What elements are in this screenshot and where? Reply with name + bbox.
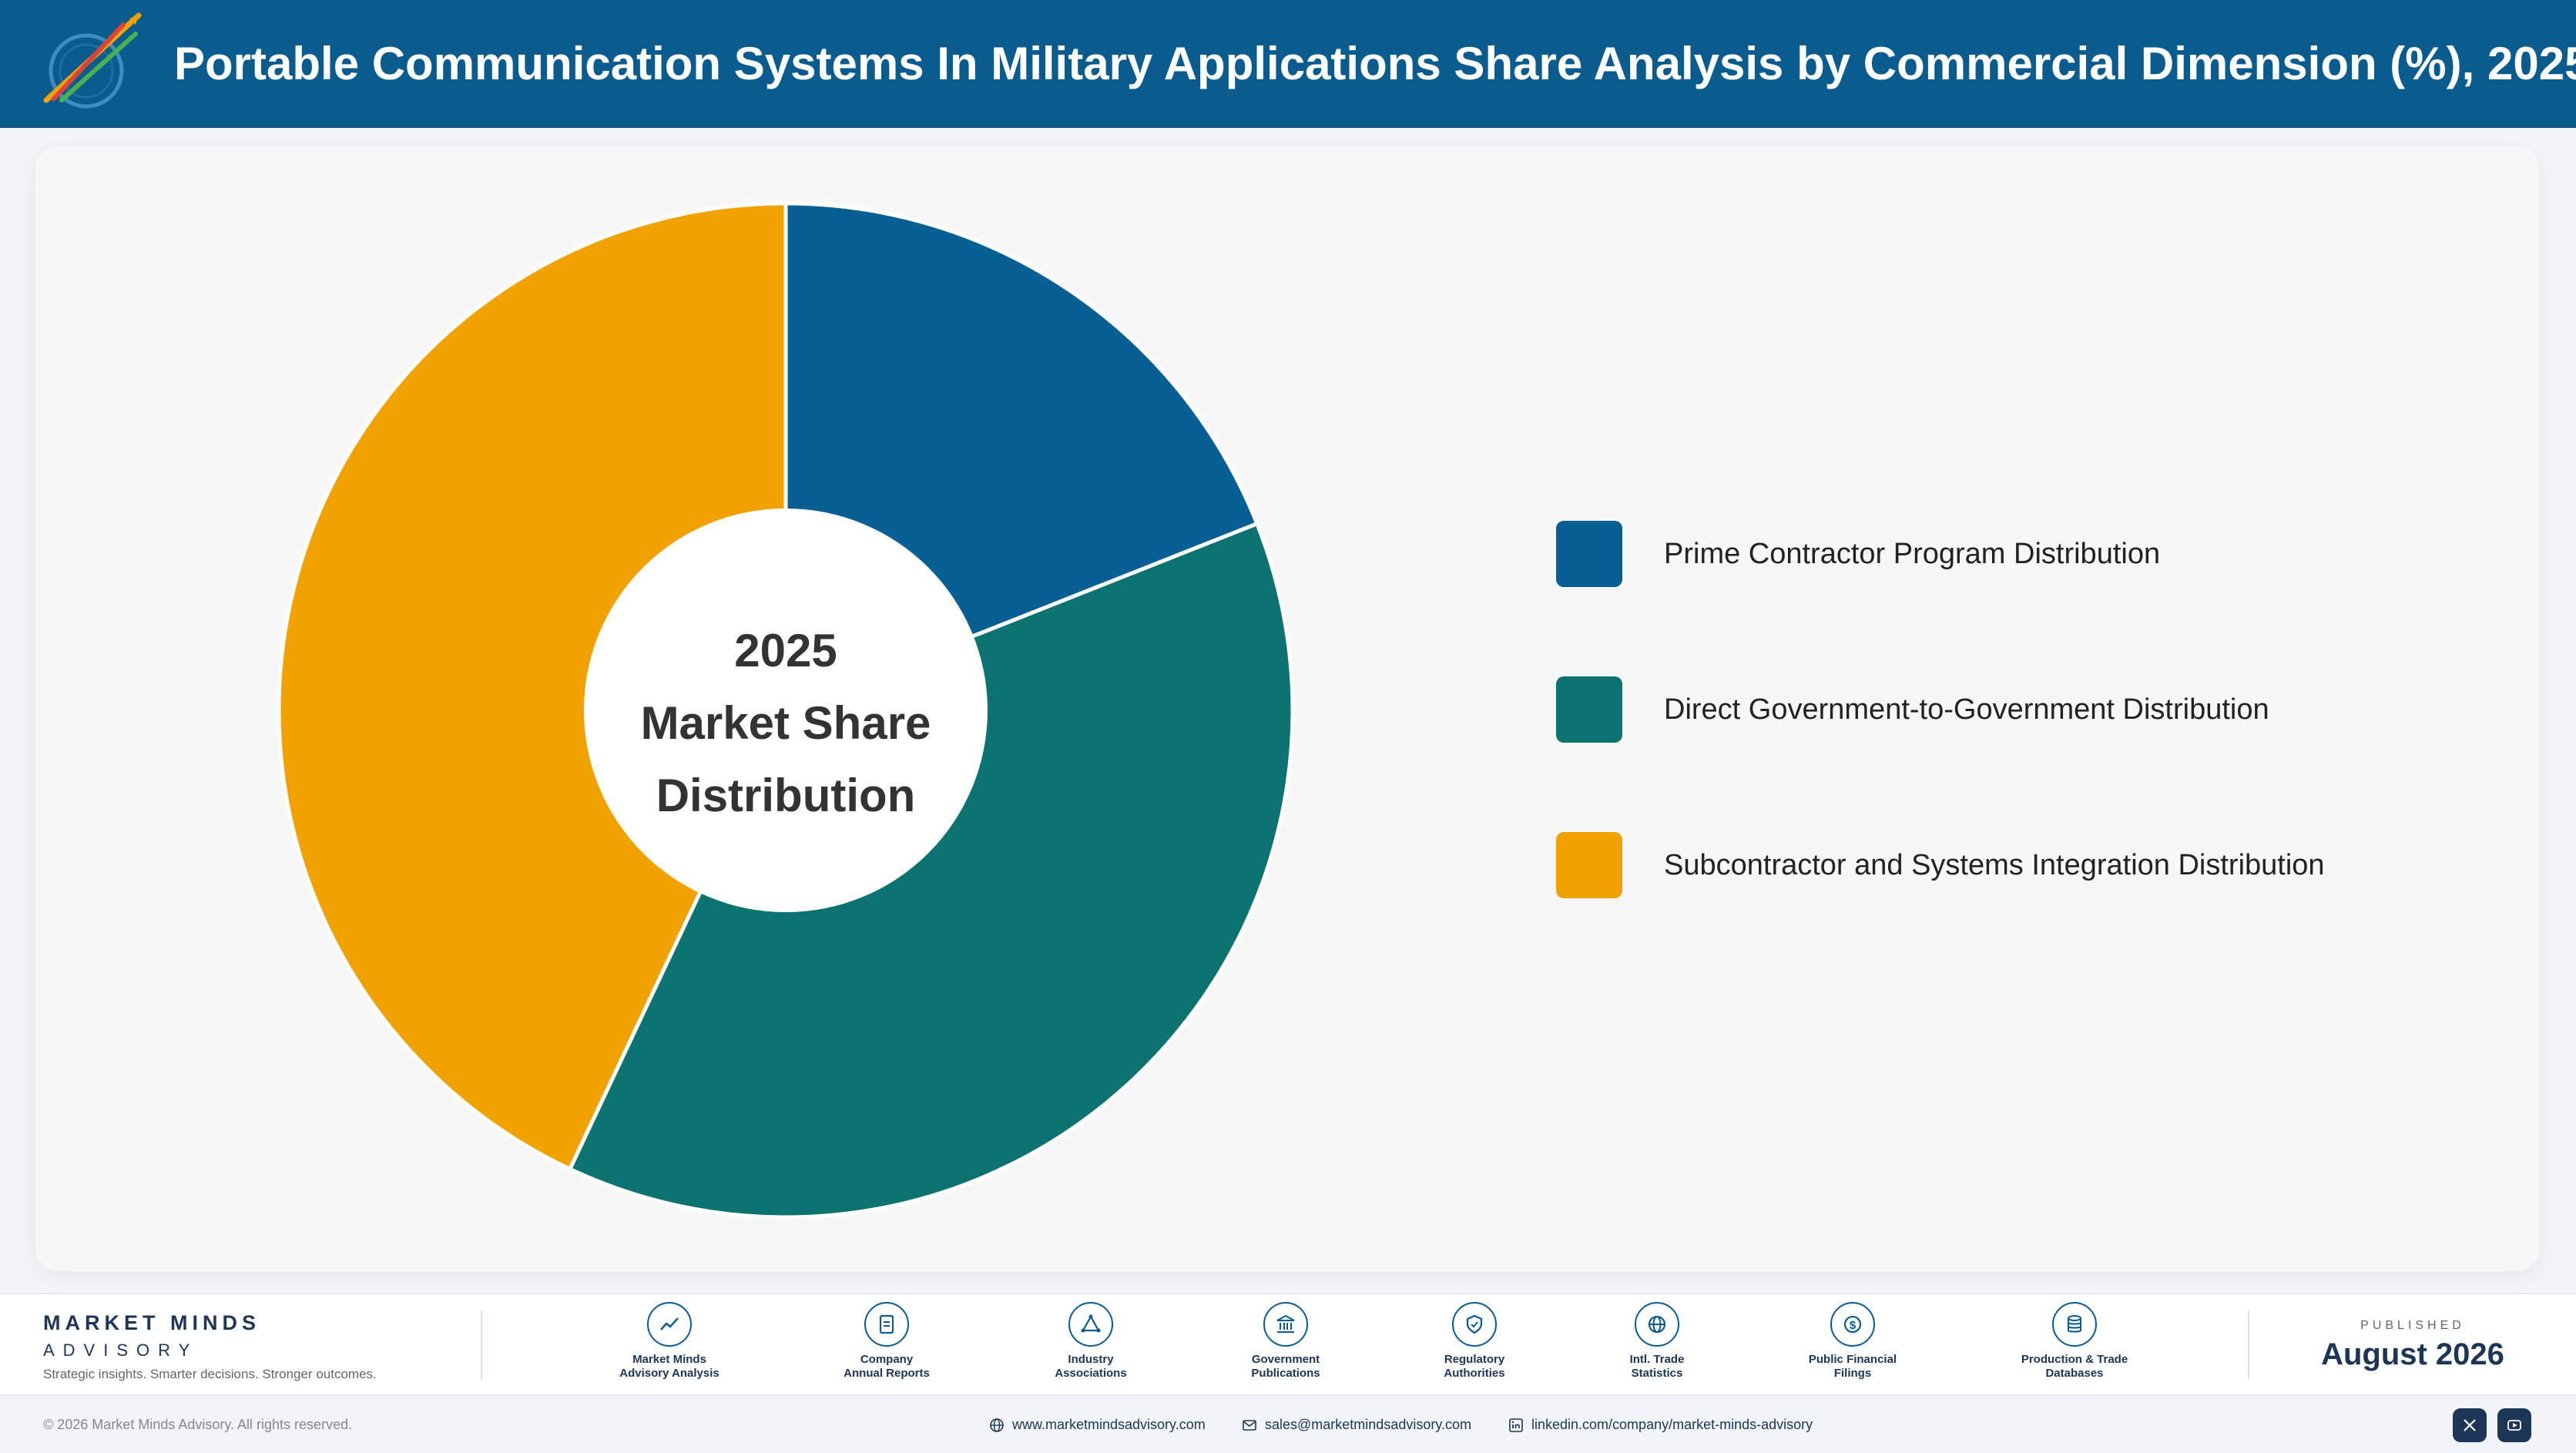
pie-slice-3 — [277, 201, 788, 1172]
building-icon — [1276, 1314, 1295, 1333]
source-annual-reports[interactable]: Company Annual Reports — [802, 1302, 971, 1381]
email-link[interactable]: sales@marketmindsadvisory.com — [1242, 1396, 1471, 1453]
email-text: sales@marketmindsadvisory.com — [1265, 1417, 1472, 1432]
document-icon — [879, 1314, 894, 1334]
center-label-line3: Distribution — [656, 770, 916, 821]
source-label: Market Minds — [632, 1353, 706, 1366]
source-label: Public Financial — [1808, 1353, 1897, 1366]
youtube-icon — [2507, 1420, 2521, 1431]
source-trade-databases[interactable]: Production & Trade Databases — [1990, 1302, 2159, 1381]
youtube-social-button[interactable] — [2497, 1408, 2531, 1442]
header-bar: Portable Communication Systems In Milita… — [0, 0, 2576, 128]
legend-label: Subcontractor and Systems Integration Di… — [1664, 849, 2325, 881]
donut-chart: 2025 Market Share Distribution — [277, 201, 1295, 1220]
footer-bottom-bar: © 2026 Market Minds Advisory. All rights… — [0, 1394, 2576, 1453]
donut-hole — [584, 508, 988, 912]
published-label: PUBLISHED — [2360, 1319, 2465, 1332]
shield-icon — [1466, 1314, 1483, 1334]
source-advisory-analysis[interactable]: Market Minds Advisory Analysis — [585, 1302, 754, 1381]
divider — [481, 1310, 482, 1379]
pie-slice-2 — [567, 521, 1295, 1220]
source-label: Filings — [1833, 1367, 1872, 1380]
source-regulatory-authorities[interactable]: Regulatory Authorities — [1390, 1302, 1559, 1381]
trend-icon — [660, 1317, 679, 1331]
linkedin-icon — [1509, 1418, 1523, 1433]
page-title: Portable Communication Systems In Milita… — [174, 38, 2576, 89]
source-label: Intl. Trade — [1629, 1353, 1685, 1366]
website-text: www.marketmindsadvisory.com — [1012, 1417, 1206, 1432]
source-label: Statistics — [1631, 1367, 1683, 1380]
copyright-text: © 2026 Market Minds Advisory. All rights… — [43, 1417, 353, 1432]
source-label: Company — [860, 1353, 914, 1366]
source-label: Publications — [1251, 1367, 1320, 1380]
source-label: Annual Reports — [844, 1367, 930, 1380]
x-social-button[interactable] — [2453, 1408, 2487, 1442]
globe-icon — [1648, 1315, 1666, 1334]
legend-swatch — [1556, 676, 1622, 743]
mail-icon — [1243, 1420, 1256, 1431]
company-logo — [43, 12, 142, 109]
legend-swatch — [1556, 521, 1622, 587]
source-label: Regulatory — [1444, 1353, 1505, 1366]
database-icon — [2068, 1315, 2081, 1333]
source-trade-statistics[interactable]: Intl. Trade Statistics — [1572, 1302, 1742, 1381]
linkedin-link[interactable]: linkedin.com/company/market-minds-adviso… — [1508, 1396, 1813, 1453]
svg-text:$: $ — [1850, 1319, 1857, 1332]
chart-legend: Prime Contractor Program Distribution Di… — [1556, 521, 2480, 988]
center-label-line2: Market Share — [641, 697, 931, 749]
legend-label: Prime Contractor Program Distribution — [1664, 538, 2161, 570]
source-label: Government — [1251, 1353, 1320, 1366]
footer-brand-sub: ADVISORY — [43, 1341, 199, 1360]
source-industry-associations[interactable]: Industry Associations — [1006, 1302, 1176, 1381]
published-date: August 2026 — [2321, 1337, 2504, 1371]
source-label: Associations — [1055, 1367, 1127, 1380]
center-label-year: 2025 — [734, 625, 837, 676]
network-icon — [1081, 1314, 1101, 1333]
footer: MARKET MINDS ADVISORY Strategic insights… — [0, 1293, 2576, 1453]
linkedin-text: linkedin.com/company/market-minds-adviso… — [1531, 1417, 1813, 1432]
website-link[interactable]: www.marketmindsadvisory.com — [989, 1396, 1206, 1453]
divider — [2248, 1310, 2249, 1379]
source-label: Advisory Analysis — [619, 1367, 719, 1380]
legend-item: Prime Contractor Program Distribution — [1556, 521, 2480, 587]
source-label: Production & Trade — [2021, 1353, 2128, 1366]
legend-item: Direct Government-to-Government Distribu… — [1556, 676, 2480, 743]
globe-icon — [990, 1418, 1004, 1433]
source-label: Databases — [2045, 1367, 2104, 1380]
legend-item: Subcontractor and Systems Integration Di… — [1556, 832, 2480, 898]
source-government-publications[interactable]: Government Publications — [1201, 1302, 1370, 1381]
x-logo-icon — [2464, 1419, 2476, 1431]
source-label: Industry — [1068, 1353, 1114, 1366]
footer-tagline: Strategic insights. Smarter decisions. S… — [43, 1367, 377, 1381]
source-financial-filings[interactable]: $ Public Financial Filings — [1768, 1302, 1937, 1381]
dollar-icon: $ — [1843, 1315, 1862, 1334]
legend-label: Direct Government-to-Government Distribu… — [1664, 693, 2269, 726]
footer-brand-name: MARKET MINDS — [43, 1311, 260, 1334]
legend-swatch — [1556, 832, 1622, 898]
source-label: Authorities — [1444, 1367, 1505, 1380]
